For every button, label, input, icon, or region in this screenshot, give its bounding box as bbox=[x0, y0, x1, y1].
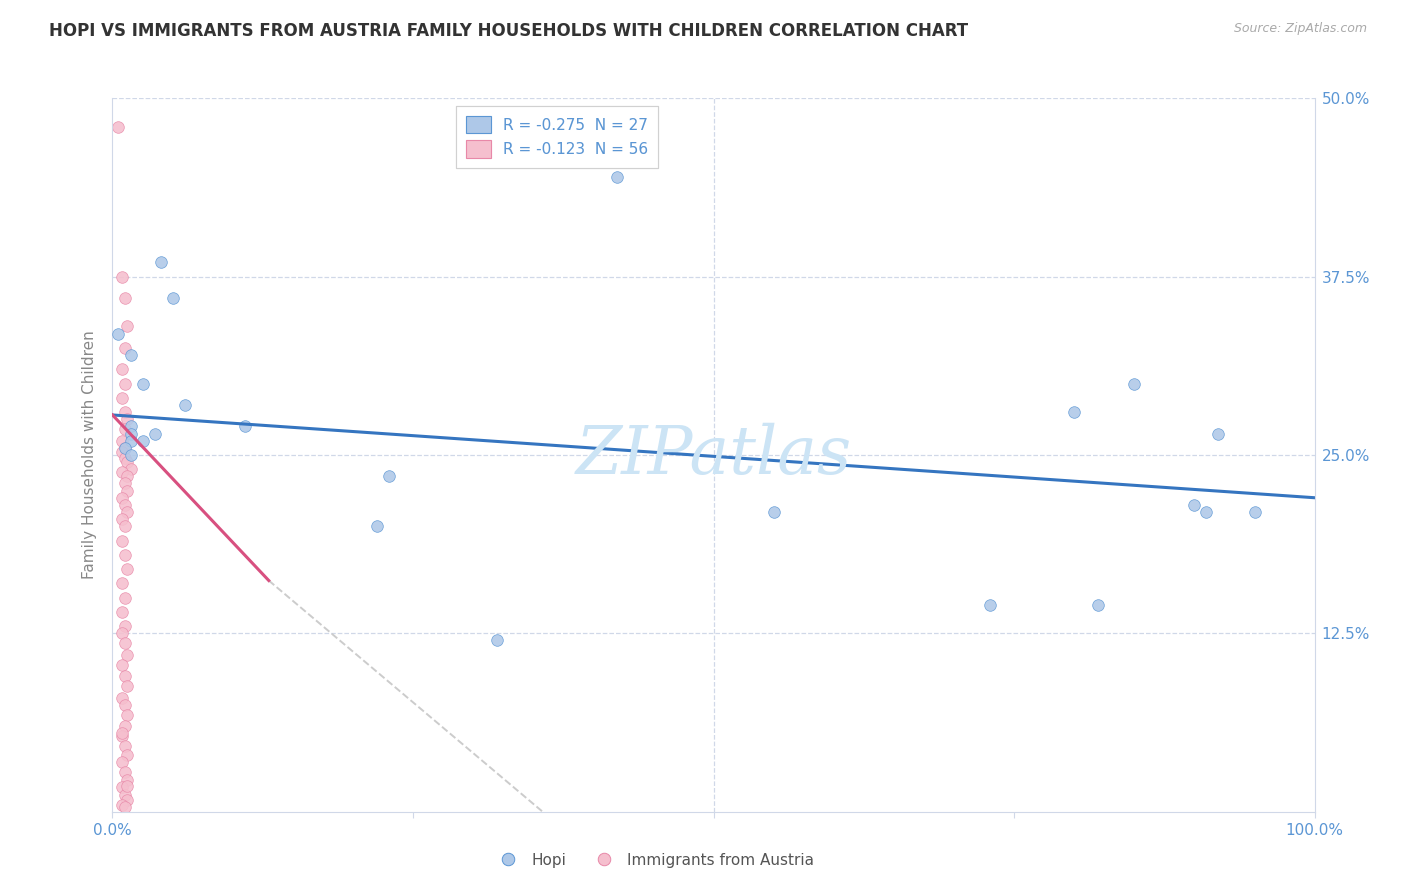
Point bbox=[114, 636, 136, 650]
Legend: Hopi, Immigrants from Austria: Hopi, Immigrants from Austria bbox=[486, 847, 821, 873]
Point bbox=[143, 426, 166, 441]
Point bbox=[131, 376, 153, 391]
Point bbox=[111, 780, 134, 795]
Legend: R = -0.275  N = 27, R = -0.123  N = 56: R = -0.275 N = 27, R = -0.123 N = 56 bbox=[457, 106, 658, 168]
Point bbox=[111, 391, 134, 405]
Point bbox=[114, 739, 136, 753]
Point bbox=[114, 441, 136, 455]
Point bbox=[115, 483, 138, 498]
Point bbox=[114, 698, 136, 712]
Point bbox=[1184, 498, 1206, 512]
Point bbox=[606, 169, 628, 184]
Point bbox=[111, 690, 134, 705]
Point bbox=[115, 412, 138, 426]
Point bbox=[131, 434, 153, 448]
Point bbox=[114, 719, 136, 733]
Point bbox=[111, 626, 134, 640]
Point bbox=[114, 764, 136, 779]
Point bbox=[173, 398, 195, 412]
Point bbox=[115, 505, 138, 519]
Point bbox=[111, 576, 134, 591]
Point bbox=[114, 291, 136, 305]
Point bbox=[1123, 376, 1146, 391]
Y-axis label: Family Households with Children: Family Households with Children bbox=[82, 331, 97, 579]
Point bbox=[120, 348, 142, 362]
Point bbox=[111, 797, 134, 812]
Point bbox=[114, 376, 136, 391]
Point bbox=[115, 793, 138, 807]
Point bbox=[114, 341, 136, 355]
Point bbox=[115, 562, 138, 576]
Point bbox=[107, 120, 129, 134]
Point bbox=[111, 465, 134, 479]
Point bbox=[114, 450, 136, 465]
Point bbox=[111, 726, 134, 740]
Point bbox=[115, 455, 138, 469]
Point bbox=[114, 519, 136, 533]
Point bbox=[111, 269, 134, 284]
Point bbox=[120, 462, 142, 476]
Point bbox=[762, 505, 785, 519]
Text: Source: ZipAtlas.com: Source: ZipAtlas.com bbox=[1233, 22, 1367, 36]
Point bbox=[111, 362, 134, 376]
Point bbox=[115, 319, 138, 334]
Point bbox=[114, 788, 136, 802]
Point bbox=[114, 591, 136, 605]
Point bbox=[111, 491, 134, 505]
Text: HOPI VS IMMIGRANTS FROM AUSTRIA FAMILY HOUSEHOLDS WITH CHILDREN CORRELATION CHAR: HOPI VS IMMIGRANTS FROM AUSTRIA FAMILY H… bbox=[49, 22, 969, 40]
Point bbox=[114, 441, 136, 455]
Point bbox=[114, 422, 136, 436]
Point bbox=[120, 448, 142, 462]
Point bbox=[114, 619, 136, 633]
Point bbox=[979, 598, 1001, 612]
Point bbox=[114, 476, 136, 491]
Point bbox=[366, 519, 388, 533]
Point bbox=[111, 729, 134, 743]
Point bbox=[115, 773, 138, 788]
Point bbox=[115, 648, 138, 662]
Point bbox=[114, 800, 136, 814]
Point bbox=[378, 469, 401, 483]
Point bbox=[1243, 505, 1265, 519]
Point bbox=[120, 419, 142, 434]
Point bbox=[120, 426, 142, 441]
Point bbox=[1063, 405, 1085, 419]
Point bbox=[111, 755, 134, 769]
Point bbox=[149, 255, 172, 269]
Point bbox=[111, 533, 134, 548]
Point bbox=[1208, 426, 1230, 441]
Point bbox=[111, 445, 134, 459]
Point bbox=[111, 605, 134, 619]
Point bbox=[486, 633, 509, 648]
Point bbox=[120, 434, 142, 448]
Point bbox=[115, 747, 138, 762]
Point bbox=[115, 469, 138, 483]
Point bbox=[107, 326, 129, 341]
Point bbox=[111, 512, 134, 526]
Point bbox=[114, 548, 136, 562]
Point bbox=[233, 419, 256, 434]
Point bbox=[114, 405, 136, 419]
Point bbox=[162, 291, 184, 305]
Point bbox=[111, 657, 134, 672]
Point bbox=[114, 498, 136, 512]
Text: ZIPatlas: ZIPatlas bbox=[575, 422, 852, 488]
Point bbox=[115, 679, 138, 693]
Point bbox=[114, 669, 136, 683]
Point bbox=[111, 434, 134, 448]
Point bbox=[1087, 598, 1109, 612]
Point bbox=[1195, 505, 1218, 519]
Point bbox=[115, 779, 138, 793]
Point bbox=[115, 707, 138, 722]
